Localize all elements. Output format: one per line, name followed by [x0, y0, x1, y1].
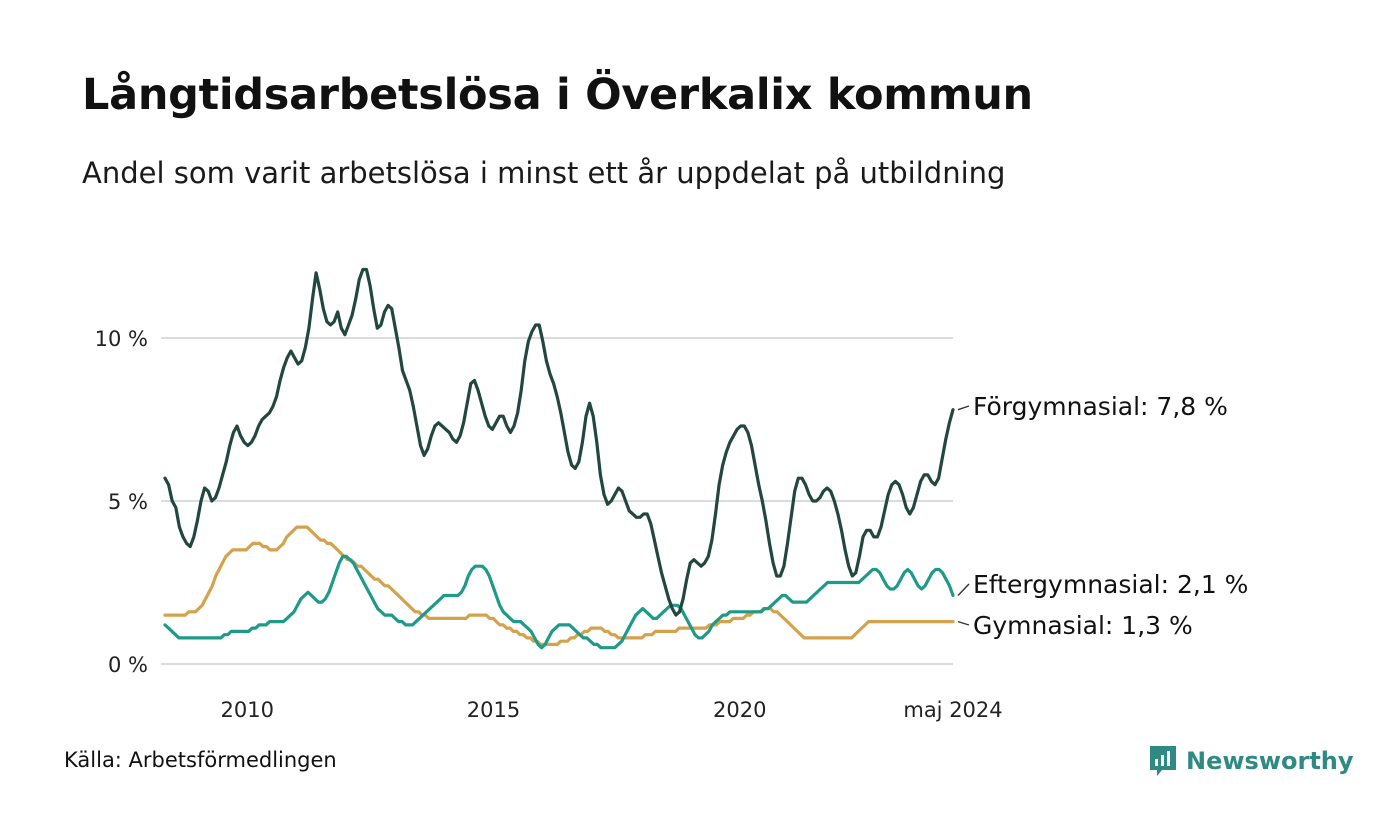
- series-end-labels: Förgymnasial: 7,8 % Eftergymnasial: 2,1 %…: [957, 392, 1248, 640]
- x-tick-label: maj 2024: [903, 698, 1002, 722]
- source-note: Källa: Arbetsförmedlingen: [64, 748, 337, 772]
- series-line-förgymnasial: [163, 267, 955, 617]
- x-tick-label: 2020: [713, 698, 766, 722]
- y-tick-label: 0 %: [108, 653, 148, 677]
- end-label-förgymnasial: Förgymnasial: 7,8 %: [973, 392, 1228, 421]
- gridlines: [161, 337, 953, 665]
- series-line-eftergymnasial: [163, 554, 955, 650]
- chart-title: Långtidsarbetslösa i Överkalix kommun: [82, 70, 1033, 120]
- series-line-gymnasial: [163, 525, 955, 647]
- x-tick-label: 2015: [467, 698, 520, 722]
- end-label-connector: [957, 405, 970, 411]
- end-label-eftergymnasial: Eftergymnasial: 2,1 %: [973, 570, 1248, 599]
- end-label-connector: [957, 620, 970, 626]
- y-tick-label: 5 %: [108, 490, 148, 514]
- series-lines: [163, 267, 955, 650]
- x-axis-ticks: 2010 2015 2020 maj 2024: [221, 698, 1003, 722]
- end-label-connector: [957, 583, 970, 597]
- x-tick-label: 2010: [221, 698, 274, 722]
- y-axis-ticks: 0 % 5 % 10 %: [95, 327, 148, 677]
- y-tick-label: 10 %: [95, 327, 148, 351]
- end-label-gymnasial: Gymnasial: 1,3 %: [973, 611, 1193, 640]
- brand-logo: Newsworthy: [1148, 744, 1354, 778]
- brand-name: Newsworthy: [1186, 747, 1354, 775]
- chart-subtitle: Andel som varit arbetslösa i minst ett å…: [82, 156, 1006, 190]
- newsworthy-logo-icon: [1150, 746, 1176, 776]
